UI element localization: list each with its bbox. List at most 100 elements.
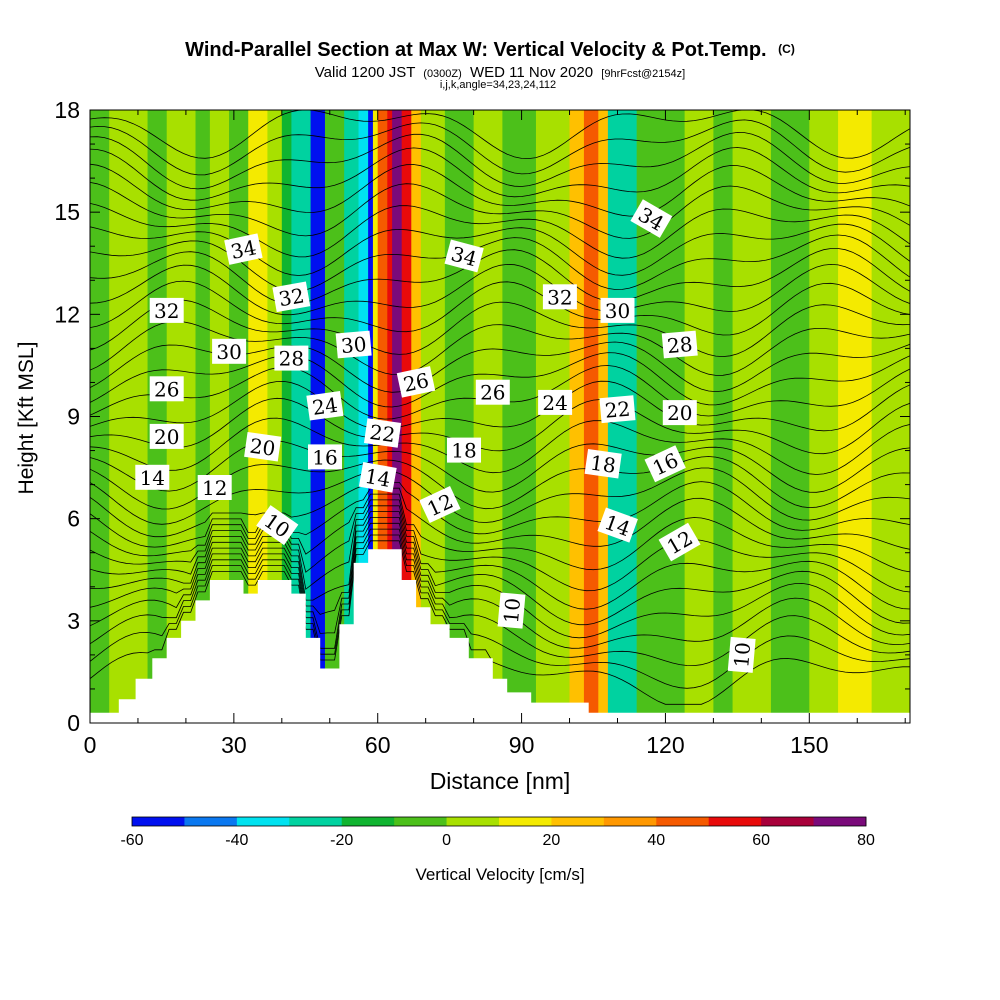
velocity-band: -5: [444, 110, 475, 723]
contour-label: 22: [363, 418, 402, 448]
contour-label-box: [135, 464, 170, 490]
velocity-band: 45: [583, 110, 599, 723]
contour-label-box: [396, 366, 436, 398]
isentrope-line: [90, 380, 910, 432]
contour-label-box: [308, 444, 342, 470]
contour-label-box: [149, 376, 184, 402]
colorbar-tick-label: -40: [225, 832, 248, 849]
colorbar-tick-label: -60: [120, 832, 143, 849]
contour-label-text: 30: [340, 332, 367, 358]
contour-label-text: 32: [154, 299, 179, 323]
subtitle-date: WED 11 Nov 2020: [470, 64, 593, 81]
contour-label-box: [661, 330, 698, 359]
colorbar-swatch: [289, 817, 343, 826]
y-tick-label: 0: [67, 710, 80, 736]
colorbar-swatch: [499, 817, 552, 826]
velocity-band: 2: [209, 110, 230, 723]
contour-label: 28: [274, 345, 309, 371]
contour-label-box: [542, 284, 577, 310]
contour-label-text: 18: [451, 439, 476, 463]
velocity-band: -40: [358, 110, 369, 723]
contour-label-box: [274, 345, 309, 371]
x-tick-label: 30: [221, 732, 247, 758]
isentrope-line: [90, 119, 910, 176]
contour-label: 32: [272, 281, 311, 313]
contour-label-text: 18: [589, 451, 618, 478]
velocity-band: 15: [838, 110, 873, 723]
contour-label-text: 20: [154, 425, 179, 449]
copyright-mark: (C): [778, 42, 795, 56]
y-tick-label: 15: [54, 199, 80, 225]
plot-area: -52-53-82-5155-20-30-60-5-25-40-55104058…: [90, 110, 910, 723]
contour-label: 24: [306, 391, 344, 421]
isentrope-line: [90, 487, 910, 550]
contour-label-text: 20: [248, 434, 277, 461]
chart-subtitle: Valid 1200 JST (0300Z) WED 11 Nov 2020 […: [315, 64, 685, 81]
isentrope-line: [90, 263, 910, 316]
y-tick-label: 12: [54, 301, 80, 327]
subtitle-prefix: Valid 1200 JST: [315, 64, 415, 81]
subtitle-forecast: [9hrFcst@2154z]: [601, 68, 685, 80]
contour-label-box: [197, 475, 232, 500]
contour-label-box: [658, 522, 701, 562]
contour-label-text: 26: [401, 368, 431, 397]
velocity-band: 15: [248, 110, 268, 723]
y-tick-label: 9: [67, 404, 80, 430]
contour-label-text: 34: [229, 235, 259, 264]
velocity-band: 25: [411, 110, 422, 723]
contour-label-box: [662, 400, 697, 426]
velocity-band: 5: [267, 110, 283, 723]
colorbar-tick-label: 40: [647, 832, 665, 849]
contour-label-text: 10: [729, 641, 755, 668]
velocity-band: -20: [281, 110, 292, 723]
colorbar-tick-label: 60: [752, 832, 770, 849]
contour-label-text: 26: [154, 377, 179, 401]
contour-label: 32: [149, 297, 184, 323]
contour-label-box: [244, 431, 282, 462]
colorbar-frame: [131, 816, 867, 827]
velocity-band: -10: [713, 110, 734, 723]
x-axis: 0 30 60 90 120 150: [84, 110, 906, 758]
contour-label-box: [630, 199, 673, 238]
contour-label-box: [599, 395, 636, 424]
velocity-band: 2: [109, 110, 149, 723]
chart-subtitle-indices: i,j,k,angle=34,23,24,112: [440, 79, 556, 91]
terrain: [90, 549, 910, 723]
contour-label-text: 24: [542, 391, 567, 415]
x-tick-label: 60: [365, 732, 391, 758]
contour-label-text: 28: [666, 332, 693, 358]
colorbar-swatch: [132, 817, 185, 826]
contour-label-box: [224, 233, 263, 265]
contour-label-box: [363, 418, 402, 448]
isentrope-line: [90, 110, 910, 160]
y-axis: 0 3 6 9 12 15 18: [54, 97, 910, 736]
velocity-band: 5: [473, 110, 503, 723]
chart-title-text: Wind-Parallel Section at Max W: Vertical…: [185, 39, 766, 61]
contour-label-box: [256, 505, 299, 546]
velocity-band: 3: [809, 110, 839, 723]
colorbar-swatch: [603, 817, 657, 826]
x-tick-label: 0: [84, 732, 97, 758]
colorbar-swatch: [394, 817, 447, 826]
isentrope-line: [90, 147, 910, 201]
contour-label-text: 22: [604, 397, 631, 423]
isentrope-line: [90, 517, 910, 639]
contour-label-box: [306, 391, 344, 421]
subtitle-utc: (0300Z): [423, 68, 462, 80]
contour-label-text: 32: [277, 283, 306, 311]
contour-label: 24: [538, 389, 573, 415]
isentrope-line: [90, 131, 910, 190]
x-tick-label: 120: [646, 732, 684, 758]
contour-label: 10: [727, 636, 756, 673]
contour-label: 10: [497, 592, 526, 629]
isentrope-line: [90, 320, 910, 376]
contour-label: 34: [224, 233, 263, 265]
isentrope-line: [90, 223, 910, 276]
isentrope-line: [90, 203, 910, 259]
contour-label-text: 10: [499, 597, 525, 624]
contour-label: 26: [475, 379, 510, 405]
colorbar-label: Vertical Velocity [cm/s]: [415, 865, 584, 884]
contour-label: 20: [662, 400, 697, 426]
